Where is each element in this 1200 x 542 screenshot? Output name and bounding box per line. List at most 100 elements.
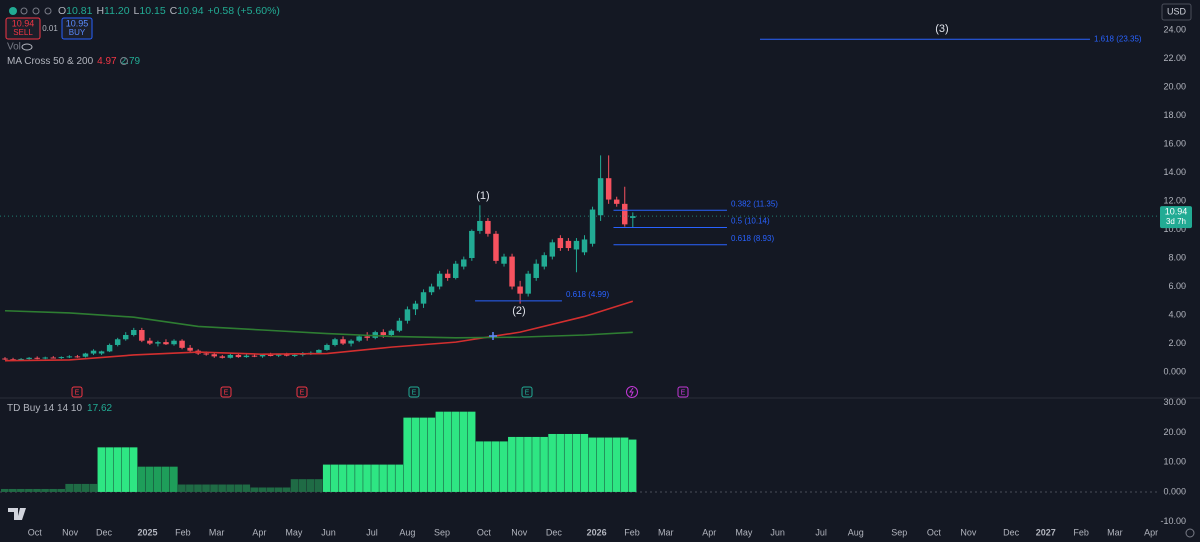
ma-slow-value: 2.79 bbox=[121, 56, 141, 67]
x-tick-label: Dec bbox=[96, 527, 113, 537]
td-bar bbox=[540, 436, 548, 492]
candle-body bbox=[34, 357, 40, 359]
y-tick-label: 14.00 bbox=[1163, 167, 1186, 177]
x-tick-label: May bbox=[285, 527, 303, 537]
td-bar bbox=[210, 484, 218, 492]
td-bar bbox=[379, 464, 387, 492]
td-bar bbox=[403, 417, 412, 492]
td-bar bbox=[153, 466, 162, 492]
candle-body bbox=[219, 356, 226, 358]
td-bar bbox=[628, 439, 637, 492]
earnings-label: E bbox=[412, 389, 417, 396]
x-tick-label: Dec bbox=[546, 527, 563, 537]
td-bar bbox=[548, 433, 556, 492]
sell-button[interactable]: 10.94 SELL bbox=[5, 17, 41, 40]
x-tick-label: Apr bbox=[702, 527, 716, 537]
x-tick-label: Feb bbox=[175, 527, 191, 537]
candle-body bbox=[525, 273, 531, 294]
td-bar bbox=[226, 484, 234, 492]
candle-body bbox=[597, 178, 604, 216]
buy-button[interactable]: 10.95 BUY bbox=[61, 17, 93, 40]
td-bar bbox=[516, 436, 524, 492]
td-bar bbox=[532, 436, 540, 492]
x-tick-label: Nov bbox=[960, 527, 977, 537]
td-bar bbox=[121, 447, 130, 492]
td-bar bbox=[371, 464, 379, 492]
td-bar bbox=[49, 488, 57, 492]
candle-body bbox=[340, 339, 346, 344]
td-bar bbox=[508, 436, 516, 492]
y-tick-label: 0.000 bbox=[1163, 486, 1186, 496]
td-title: TD Buy 14 14 10 bbox=[7, 403, 82, 414]
candle-body bbox=[469, 230, 475, 259]
candle-body bbox=[509, 256, 515, 287]
x-tick-label: May bbox=[735, 527, 753, 537]
fib-label: 1.618 (23.35) bbox=[1094, 34, 1142, 43]
candle-body bbox=[251, 355, 258, 357]
td-bar bbox=[435, 411, 444, 492]
y-tick-label: 6.00 bbox=[1168, 281, 1186, 291]
td-bar bbox=[443, 411, 452, 492]
candle-body bbox=[259, 354, 266, 357]
candle-body bbox=[420, 292, 427, 304]
td-bar bbox=[564, 433, 573, 492]
candle-body bbox=[18, 358, 24, 360]
candle-body bbox=[227, 354, 234, 358]
candle-body bbox=[90, 350, 97, 354]
fib-label: 0.5 (10.14) bbox=[731, 217, 770, 226]
buy-price: 10.95 bbox=[66, 18, 89, 28]
candle-body bbox=[501, 256, 507, 264]
x-tick-label: Oct bbox=[927, 527, 942, 537]
td-bar bbox=[250, 487, 259, 492]
candle-body bbox=[412, 303, 419, 310]
td-bar bbox=[234, 484, 243, 492]
candle-body bbox=[50, 357, 57, 359]
spread: 0.01 bbox=[42, 24, 58, 33]
currency-button[interactable]: USD bbox=[1161, 3, 1192, 21]
td-bar bbox=[274, 487, 283, 492]
td-bar bbox=[0, 488, 9, 492]
td-bar bbox=[355, 464, 363, 492]
candle-body bbox=[549, 242, 556, 257]
earnings-label: E bbox=[300, 389, 305, 396]
td-bar bbox=[282, 487, 291, 492]
settings-icon[interactable] bbox=[1185, 528, 1195, 538]
td-bar bbox=[556, 433, 564, 492]
hidden-icon[interactable] bbox=[120, 57, 128, 65]
candle-body bbox=[428, 286, 435, 293]
ma-legend: MA Cross 50 & 200 4.97 2.79 bbox=[7, 56, 141, 67]
candle-body bbox=[243, 355, 250, 358]
x-tick-label: Sep bbox=[434, 527, 450, 537]
candle-body bbox=[364, 336, 370, 338]
candle-body bbox=[622, 203, 628, 225]
candle-body bbox=[485, 220, 491, 234]
candle-body bbox=[114, 339, 121, 345]
candle-body bbox=[581, 239, 588, 253]
candle-body bbox=[2, 358, 8, 360]
x-tick-label: Nov bbox=[511, 527, 528, 537]
visibility-icon[interactable] bbox=[21, 43, 33, 51]
td-bar bbox=[427, 417, 436, 492]
candle-body bbox=[324, 344, 330, 350]
candle-body bbox=[316, 349, 322, 353]
dividend-marker bbox=[626, 386, 638, 398]
x-tick-label: Oct bbox=[28, 527, 43, 537]
x-tick-label: Mar bbox=[209, 527, 225, 537]
candle-body bbox=[171, 340, 177, 345]
y-tick-label: 2.00 bbox=[1168, 338, 1186, 348]
earnings-label: E bbox=[75, 389, 80, 396]
candle-body bbox=[74, 356, 81, 358]
candle-body bbox=[98, 351, 105, 354]
td-bar bbox=[612, 437, 621, 492]
ma-line bbox=[4, 309, 633, 339]
x-tick-label: Jun bbox=[321, 527, 336, 537]
x-tick-label: Jun bbox=[770, 527, 785, 537]
x-tick-label: Apr bbox=[252, 527, 266, 537]
td-bar bbox=[161, 466, 170, 492]
wave-label: (1) bbox=[476, 190, 489, 202]
td-bar bbox=[491, 441, 500, 492]
td-bar bbox=[588, 437, 597, 492]
ma-fast-value: 4.97 bbox=[97, 56, 117, 67]
candle-body bbox=[541, 255, 547, 267]
candle-body bbox=[58, 357, 65, 359]
